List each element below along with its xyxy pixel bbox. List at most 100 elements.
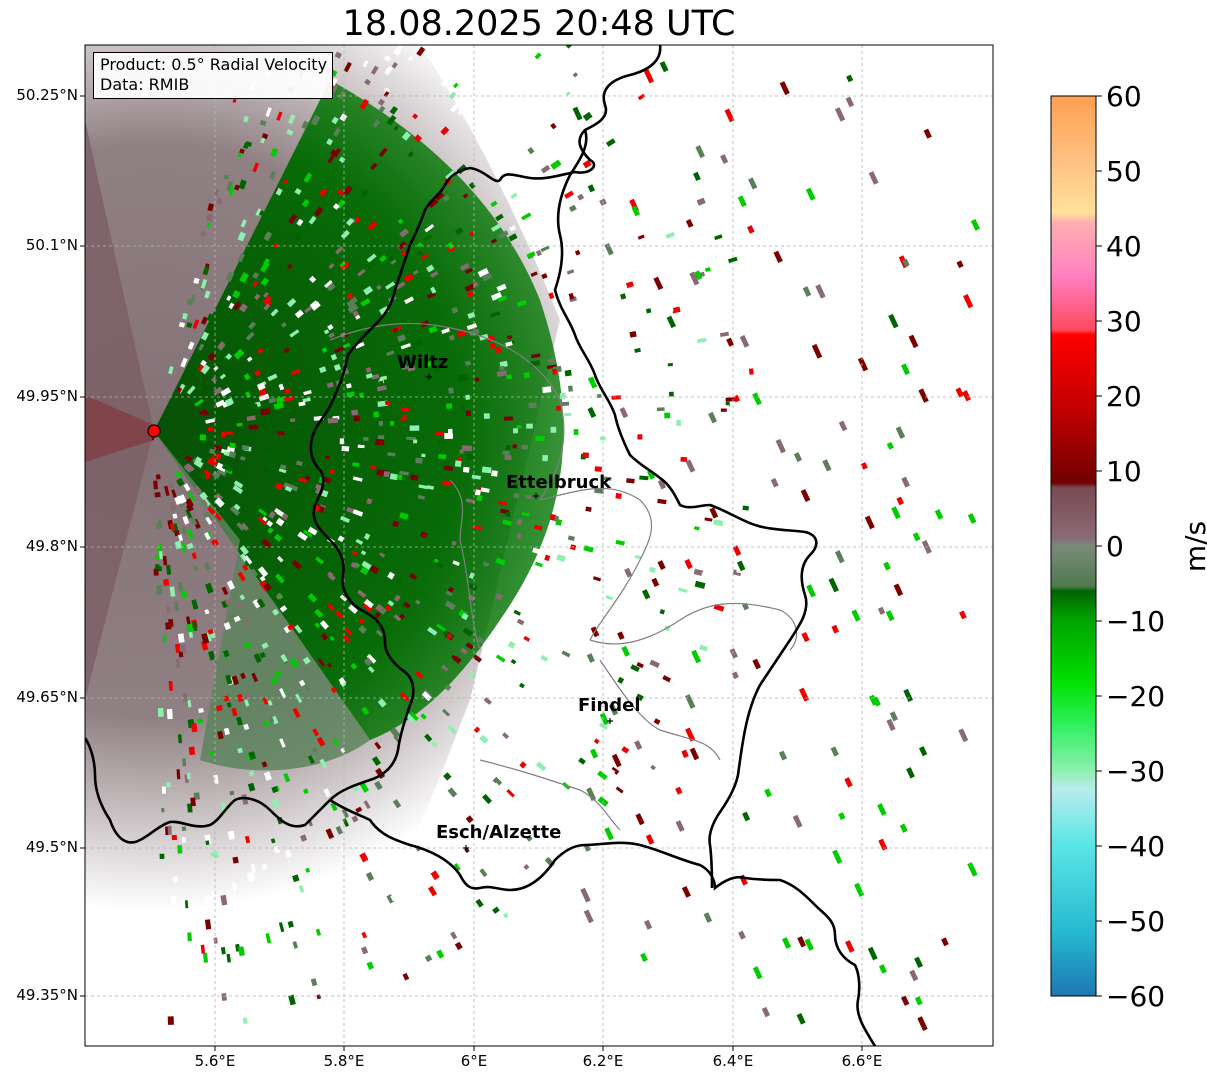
- radar-speckle: [680, 456, 688, 462]
- radar-speckle: [685, 218, 694, 228]
- radar-speckle: [271, 798, 280, 809]
- radar-speckle: [383, 471, 390, 478]
- radar-speckle: [307, 593, 318, 603]
- radar-speckle: [275, 593, 282, 600]
- radar-speckle: [804, 938, 814, 951]
- radar-speckle: [685, 459, 696, 473]
- radar-speckle: [361, 706, 370, 716]
- radar-speckle: [496, 831, 503, 838]
- radar-speckle: [519, 761, 527, 769]
- radar-speckle: [365, 367, 372, 373]
- radar-speckle: [225, 397, 234, 407]
- radar-speckle: [442, 480, 452, 487]
- radar-speckle: [321, 603, 330, 612]
- map-title: 18.08.2025 20:48 UTC: [342, 4, 736, 44]
- city-label-esch: Esch/Alzette: [436, 822, 561, 843]
- radar-speckle: [452, 560, 460, 566]
- radar-speckle: [380, 607, 387, 615]
- radar-speckle: [527, 793, 536, 802]
- radar-speckle: [676, 415, 682, 420]
- radar-speckle: [199, 434, 206, 441]
- radar-speckle: [580, 492, 590, 497]
- radar-speckle: [174, 530, 180, 537]
- radar-speckle: [642, 589, 651, 600]
- radar-speckle: [677, 608, 684, 614]
- radar-speckle: [883, 561, 891, 571]
- radar-speckle: [662, 675, 672, 683]
- radar-speckle: [244, 699, 250, 707]
- radar-speckle: [534, 52, 542, 60]
- radar-speckle: [239, 545, 249, 556]
- radar-speckle: [198, 343, 205, 351]
- radar-speckle: [286, 423, 292, 430]
- radar-speckle: [657, 636, 665, 643]
- radar-speckle: [355, 806, 363, 814]
- radar-speckle: [369, 853, 376, 861]
- radar-speckle: [611, 395, 622, 400]
- radar-speckle: [279, 605, 288, 613]
- radar-speckle: [350, 561, 358, 569]
- radar-speckle: [393, 125, 400, 131]
- radar-speckle: [720, 408, 727, 412]
- colorbar-tick-label: 10: [1106, 455, 1142, 488]
- radar-speckle: [574, 249, 581, 256]
- radar-speckle: [409, 474, 419, 481]
- radar-speckle: [575, 561, 581, 566]
- radar-speckle: [418, 484, 429, 490]
- radar-speckle: [608, 703, 619, 716]
- radar-speckle: [335, 245, 344, 255]
- radar-speckle: [182, 692, 188, 703]
- radar-speckle: [186, 385, 196, 395]
- radar-speckle: [433, 365, 441, 373]
- radar-speckle: [166, 979, 171, 988]
- radar-speckle: [359, 98, 370, 110]
- radar-speckle: [352, 462, 360, 468]
- radar-speckle: [339, 438, 345, 445]
- radar-speckle: [177, 582, 184, 592]
- radar-speckle: [472, 654, 482, 663]
- radar-speckle: [503, 416, 513, 421]
- radar-speckle: [610, 669, 619, 676]
- radar-speckle: [199, 999, 205, 1006]
- radar-speckle: [390, 421, 395, 426]
- radar-speckle: [223, 727, 230, 736]
- radar-speckle: [447, 724, 458, 735]
- radar-speckle: [289, 343, 298, 351]
- radar-speckle: [587, 95, 594, 102]
- radar-speckle: [384, 65, 393, 76]
- radar-speckle: [610, 740, 618, 748]
- radar-speckle: [434, 191, 445, 201]
- radar-speckle: [540, 157, 551, 168]
- radar-speckle: [170, 896, 177, 906]
- radar-speckle: [542, 454, 549, 462]
- radar-speckle: [689, 390, 697, 395]
- radar-speckle: [247, 782, 256, 792]
- radar-speckle: [415, 670, 424, 679]
- radar-speckle: [437, 440, 447, 445]
- radar-speckle: [249, 403, 258, 411]
- radar-speckle: [481, 272, 493, 282]
- radar-speckle: [550, 122, 557, 130]
- radar-speckle: [441, 664, 449, 672]
- radar-speckle: [207, 352, 217, 362]
- radar-speckle: [298, 679, 306, 687]
- colorbar-tick-label: −30: [1106, 755, 1166, 788]
- country-borders: [85, 45, 877, 1046]
- radar-speckle: [375, 439, 385, 446]
- radar-speckle: [288, 114, 296, 125]
- radar-speckle: [454, 460, 462, 467]
- radar-speckle: [634, 740, 643, 751]
- radar-speckle: [482, 851, 493, 863]
- radar-speckle: [207, 629, 214, 635]
- radar-speckle: [285, 355, 297, 365]
- radar-speckle: [796, 1012, 806, 1025]
- radar-speckle: [474, 377, 480, 382]
- radar-speckle: [183, 483, 191, 492]
- radar-speckle: [761, 1006, 771, 1018]
- radar-speckle: [588, 376, 598, 389]
- radar-speckle: [176, 386, 183, 394]
- radar-speckle: [268, 511, 276, 519]
- radar-speckle: [369, 988, 377, 996]
- radar-speckle: [198, 409, 207, 416]
- radar-speckle: [181, 826, 187, 832]
